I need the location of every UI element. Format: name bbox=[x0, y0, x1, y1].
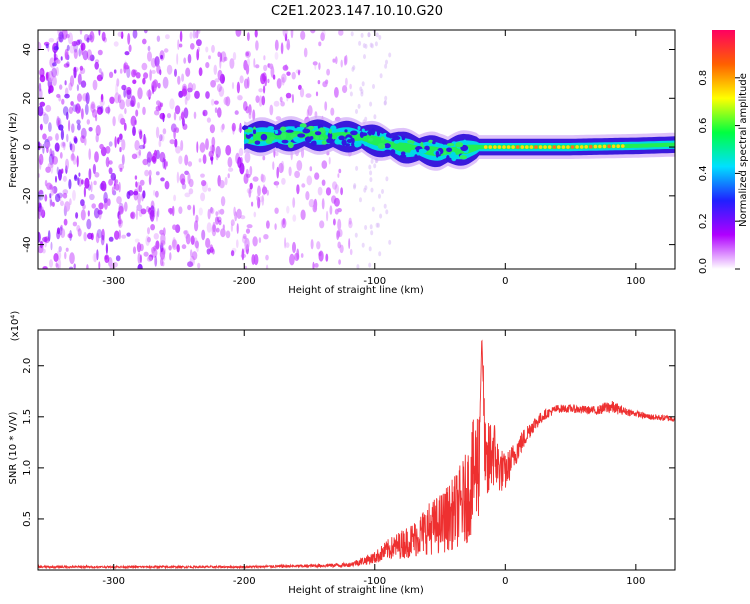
colorbar-label: Normalized spectral amplitude bbox=[738, 73, 749, 227]
snr-frame bbox=[37, 329, 676, 571]
colorbar bbox=[712, 30, 735, 269]
spectrogram-noise-layer bbox=[38, 30, 392, 269]
svg-text:20: 20 bbox=[22, 92, 33, 105]
chart-title: C2E1.2023.147.10.10.G20 bbox=[271, 4, 443, 19]
snr-x-label: Height of straight line (km) bbox=[288, 585, 424, 596]
svg-text:-100: -100 bbox=[363, 576, 386, 587]
svg-text:40: 40 bbox=[22, 43, 33, 56]
svg-text:1.0: 1.0 bbox=[22, 460, 33, 476]
snr-scale-label: (x10⁴) bbox=[10, 311, 21, 342]
svg-text:0: 0 bbox=[22, 144, 33, 150]
svg-text:100: 100 bbox=[626, 576, 645, 587]
svg-text:-200: -200 bbox=[233, 576, 256, 587]
svg-text:0.6: 0.6 bbox=[698, 118, 709, 134]
spectrogram-x-axis: -300 -200 -100 0 100 bbox=[102, 30, 645, 287]
spectrogram-y-label: Frequency (Hz) bbox=[8, 112, 19, 188]
svg-text:-300: -300 bbox=[102, 276, 125, 287]
svg-text:-300: -300 bbox=[102, 576, 125, 587]
svg-text:-40: -40 bbox=[22, 236, 33, 252]
snr-x-axis: -300 -200 -100 0 100 bbox=[102, 330, 645, 587]
svg-text:-200: -200 bbox=[233, 276, 256, 287]
snr-y-axis: 0.5 1.0 1.5 2.0 bbox=[22, 358, 675, 527]
svg-text:-100: -100 bbox=[363, 276, 386, 287]
svg-text:0.8: 0.8 bbox=[698, 70, 709, 86]
svg-text:0: 0 bbox=[502, 276, 508, 287]
spectrogram-x-label: Height of straight line (km) bbox=[288, 285, 424, 296]
svg-text:0.0: 0.0 bbox=[698, 258, 709, 274]
colorbar-ticks: 0.0 0.2 0.4 0.6 0.8 bbox=[698, 70, 740, 274]
svg-text:2.0: 2.0 bbox=[22, 358, 33, 374]
snr-series-line bbox=[38, 339, 675, 570]
spectrogram-signal-band bbox=[242, 115, 675, 171]
svg-text:1.5: 1.5 bbox=[22, 409, 33, 425]
svg-text:0.4: 0.4 bbox=[698, 165, 709, 181]
spectrogram-frame bbox=[37, 29, 676, 270]
svg-text:0.5: 0.5 bbox=[22, 511, 33, 527]
snr-y-label: SNR (10 * V/V) bbox=[8, 411, 19, 484]
svg-text:100: 100 bbox=[626, 276, 645, 287]
spectrogram-y-axis: -40 -20 0 20 40 bbox=[22, 43, 675, 253]
svg-text:-20: -20 bbox=[22, 188, 33, 204]
svg-text:0: 0 bbox=[502, 576, 508, 587]
svg-text:0.2: 0.2 bbox=[698, 213, 709, 229]
